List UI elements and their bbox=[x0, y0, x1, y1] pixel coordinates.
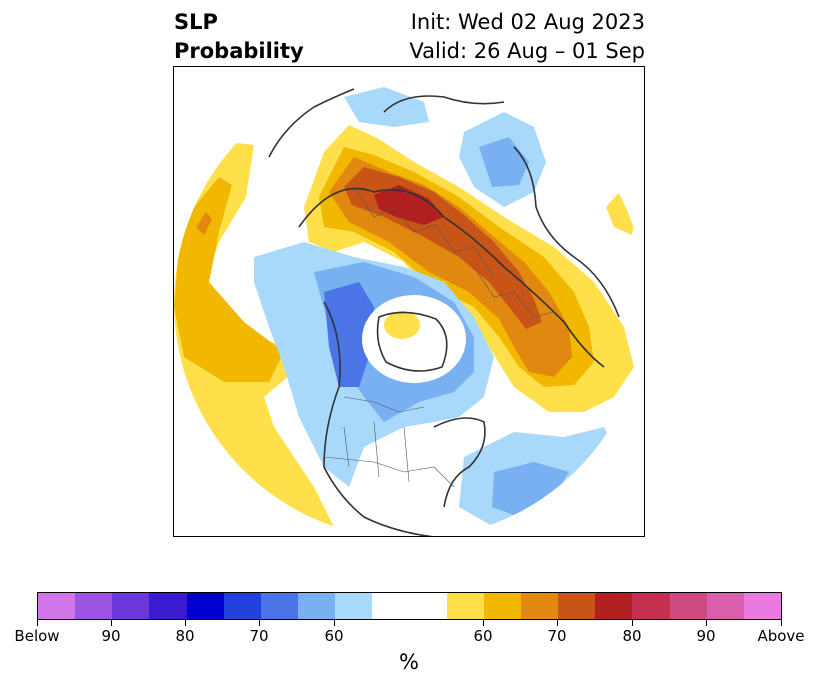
colorbar-tick bbox=[557, 620, 558, 626]
colorbar-segment bbox=[558, 593, 596, 619]
colorbar-segment bbox=[298, 593, 336, 619]
title-metric: Probability bbox=[174, 39, 304, 63]
colorbar-segment bbox=[446, 593, 484, 619]
colorbar-segment bbox=[743, 593, 782, 619]
colorbar-tick-label: Below bbox=[14, 627, 60, 645]
title-right: Init: Wed 02 Aug 2023 Valid: 26 Aug – 01… bbox=[409, 8, 645, 66]
siberia-low-lightblue bbox=[344, 87, 429, 127]
title-variable: SLP bbox=[174, 10, 218, 34]
west-high-orange bbox=[196, 212, 212, 235]
colorbar-tick bbox=[259, 620, 260, 626]
colorbar-tick-label: 80 bbox=[175, 627, 195, 645]
colorbar-tick-label: 60 bbox=[324, 627, 344, 645]
colorbar-tick-label: 90 bbox=[696, 627, 716, 645]
colorbar-tick-label: 60 bbox=[473, 627, 493, 645]
colorbar-tick bbox=[111, 620, 112, 626]
colorbar-segment bbox=[112, 593, 150, 619]
probability-map bbox=[174, 67, 644, 536]
colorbar-tick bbox=[632, 620, 633, 626]
colorbar-tick bbox=[706, 620, 707, 626]
colorbar-segment bbox=[669, 593, 707, 619]
colorbar-segment bbox=[186, 593, 224, 619]
colorbar-segment bbox=[335, 593, 373, 619]
colorbar-segment bbox=[706, 593, 744, 619]
borders bbox=[323, 186, 555, 488]
colorbar-tick-label: 80 bbox=[622, 627, 642, 645]
colorbar-segment bbox=[75, 593, 113, 619]
colorbar-tick bbox=[37, 620, 38, 626]
colorbar-segment bbox=[595, 593, 633, 619]
colorbar-segment bbox=[260, 593, 299, 619]
colorbar-unit: % bbox=[399, 650, 419, 674]
canada-low-deepblue bbox=[324, 282, 374, 387]
atlantic-low-midblue bbox=[492, 462, 569, 517]
map-panel bbox=[173, 66, 645, 537]
colorbar-segment bbox=[38, 593, 76, 619]
eurasia-high-red bbox=[374, 185, 444, 225]
colorbar-segment bbox=[223, 593, 261, 619]
colorbar-tick-label: 90 bbox=[101, 627, 121, 645]
colorbar-tick bbox=[483, 620, 484, 626]
title-left: SLP Probability bbox=[174, 8, 304, 66]
valid-range: Valid: 26 Aug – 01 Sep bbox=[409, 39, 645, 63]
colorbar-segment bbox=[149, 593, 187, 619]
colorbar-segment bbox=[521, 593, 559, 619]
colorbar-tick-label: 70 bbox=[547, 627, 567, 645]
central-yellow bbox=[384, 311, 420, 339]
colorbar-segment bbox=[483, 593, 522, 619]
colorbar-tick-label: Above bbox=[757, 627, 805, 645]
init-date: Init: Wed 02 Aug 2023 bbox=[410, 10, 645, 34]
colorbar-tick bbox=[185, 620, 186, 626]
colorbar-segment bbox=[632, 593, 670, 619]
colorbar-tick bbox=[781, 620, 782, 626]
colorbar-tick-label: 70 bbox=[249, 627, 269, 645]
colorbar-tick bbox=[334, 620, 335, 626]
colorbar bbox=[37, 592, 782, 620]
colorbar-segment bbox=[372, 593, 447, 619]
coastlines bbox=[268, 88, 620, 536]
